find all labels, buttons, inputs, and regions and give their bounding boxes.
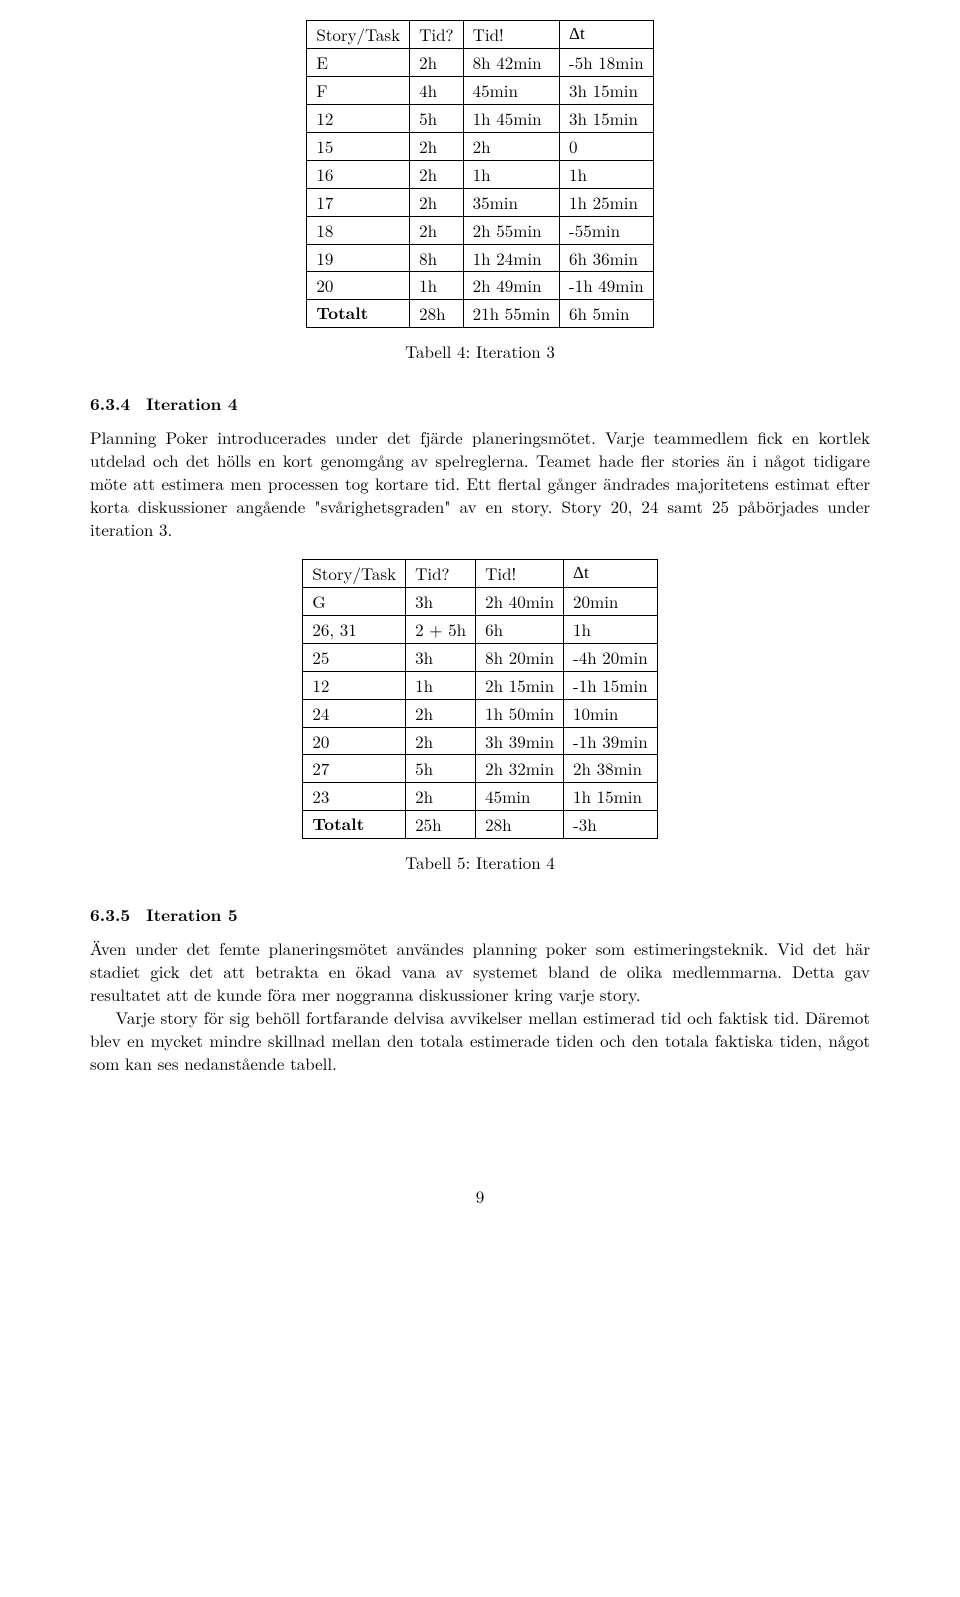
- table-row: 162h1h1h: [307, 160, 653, 188]
- col-header: Tid?: [410, 21, 463, 49]
- table-row: 242h1h 50min10min: [303, 699, 657, 727]
- section-heading-635: 6.3.5 Iteration 5: [90, 904, 870, 927]
- body-paragraph: Även under det femte planeringsmötet anv…: [90, 937, 870, 1006]
- table-header-row: Story/Task Tid? Tid! Δt: [307, 21, 653, 49]
- section-number: 6.3.4: [90, 392, 130, 416]
- col-header: Tid?: [406, 559, 476, 587]
- total-label: Totalt: [303, 811, 406, 839]
- col-header: Δt: [564, 559, 658, 587]
- table-row: 125h1h 45min3h 15min: [307, 104, 653, 132]
- table-total-row: Totalt 28h 21h 55min 6h 5min: [307, 300, 653, 328]
- col-header: Story/Task: [303, 559, 406, 587]
- table-row: 152h2h0: [307, 132, 653, 160]
- table-caption: Tabell 5: Iteration 4: [90, 851, 870, 874]
- table-row: F4h45min3h 15min: [307, 76, 653, 104]
- table-iteration-4: Story/Task Tid? Tid! Δt G3h2h 40min20min…: [302, 559, 657, 839]
- col-header: Tid!: [463, 21, 559, 49]
- table-row: 202h3h 39min-1h 39min: [303, 727, 657, 755]
- section-number: 6.3.5: [90, 903, 130, 927]
- table-row: 201h2h 49min-1h 49min: [307, 272, 653, 300]
- table-row: 172h35min1h 25min: [307, 188, 653, 216]
- section-title: Iteration 5: [146, 903, 237, 927]
- body-paragraph: Planning Poker introducerades under det …: [90, 426, 870, 541]
- body-paragraph: Varje story för sig behöll fortfarande d…: [90, 1006, 870, 1075]
- table-row: G3h2h 40min20min: [303, 587, 657, 615]
- col-header: Story/Task: [307, 21, 410, 49]
- table-row: 253h8h 20min-4h 20min: [303, 643, 657, 671]
- col-header: Δt: [560, 21, 654, 49]
- paragraph-block: Planning Poker introducerades under det …: [90, 426, 870, 541]
- col-header: Tid!: [476, 559, 564, 587]
- table-header-row: Story/Task Tid? Tid! Δt: [303, 559, 657, 587]
- table-caption: Tabell 4: Iteration 3: [90, 340, 870, 363]
- table-row: 275h2h 32min2h 38min: [303, 755, 657, 783]
- total-label: Totalt: [307, 300, 410, 328]
- paragraph-block: Även under det femte planeringsmötet anv…: [90, 937, 870, 1075]
- page-number: 9: [90, 1185, 870, 1208]
- table-row: E2h8h 42min-5h 18min: [307, 48, 653, 76]
- page-container: Story/Task Tid? Tid! Δt E2h8h 42min-5h 1…: [0, 0, 960, 1248]
- table-row: 232h45min1h 15min: [303, 783, 657, 811]
- table-iteration-3: Story/Task Tid? Tid! Δt E2h8h 42min-5h 1…: [306, 20, 653, 328]
- table-row: 26, 312 + 5h6h1h: [303, 615, 657, 643]
- table-row: 182h2h 55min-55min: [307, 216, 653, 244]
- section-heading-634: 6.3.4 Iteration 4: [90, 393, 870, 416]
- table-row: 198h1h 24min6h 36min: [307, 244, 653, 272]
- table-total-row: Totalt 25h 28h -3h: [303, 811, 657, 839]
- section-title: Iteration 4: [146, 392, 237, 416]
- table-row: 121h2h 15min-1h 15min: [303, 671, 657, 699]
